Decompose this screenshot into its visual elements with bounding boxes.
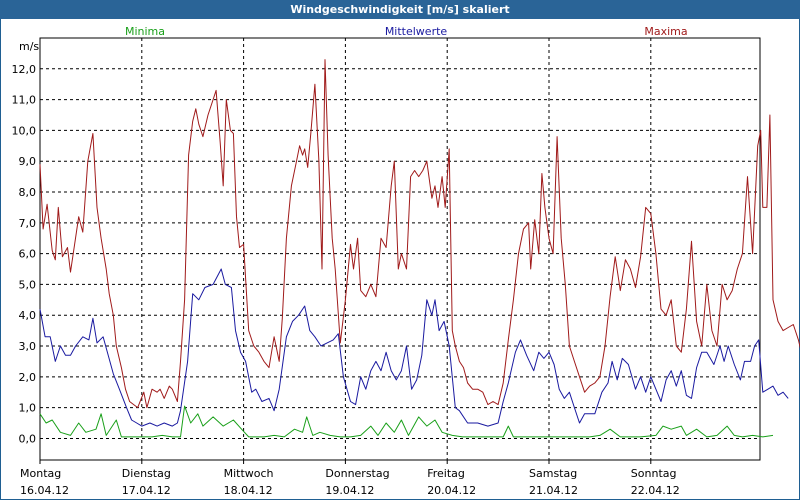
x-tick-day-label: Donnerstag [325,467,389,480]
y-tick-label: 11,0 [12,94,37,107]
x-tick-date-label: 20.04.12 [427,484,476,497]
y-tick-label: 10,0 [12,124,37,137]
x-tick-date-label: 21.04.12 [529,484,578,497]
y-tick-label: 5,0 [19,278,37,291]
y-tick-label: 8,0 [19,186,37,199]
x-tick-day-label: Dienstag [122,467,171,480]
y-tick-label: 0,0 [19,432,37,445]
legend: Minima Mittelwerte Maxima [125,25,688,38]
x-tick-date-label: 18.04.12 [224,484,273,497]
x-axis-tick-labels: Montag 16.04.12 Dienstag 17.04.12 Mittwoch 18… [20,467,680,497]
x-tick-date-label: 19.04.12 [325,484,374,497]
series-line-maxima [39,59,800,409]
x-tick-day-label: Mittwoch [224,467,274,480]
y-tick-label: 7,0 [19,217,37,230]
y-tick-label: 6,0 [19,248,37,261]
x-tick-date-label: 16.04.12 [20,484,69,497]
y-tick-label: 3,0 [19,340,37,353]
plot-area-border [39,37,761,461]
x-tick-day-label: Samstag [529,467,577,480]
series-line-minima [39,405,774,438]
legend-item-minima: Minima [125,25,165,38]
x-tick-day-label: Montag [20,467,61,480]
x-tick-date-label: 17.04.12 [122,484,171,497]
y-tick-label: 9,0 [19,155,37,168]
y-tick-label: 12,0 [12,63,37,76]
x-tick-date-label: 22.04.12 [631,484,680,497]
y-tick-label: 4,0 [19,309,37,322]
y-tick-label: 1,0 [19,402,37,415]
series-line-mittelwerte [39,268,789,427]
series-lines [39,59,800,438]
legend-item-mittelwerte: Mittelwerte [385,25,448,38]
y-tick-label: 2,0 [19,371,37,384]
legend-item-maxima: Maxima [644,25,687,38]
chart-title: Windgeschwindigkeit [m/s] skaliert [0,0,800,19]
horizontal-gridlines [40,68,760,439]
x-tick-day-label: Sonntag [631,467,677,480]
x-tick-day-label: Freitag [427,467,465,480]
y-axis-unit-label: m/s [19,40,39,53]
vertical-gridlines [39,38,652,464]
y-axis-tick-labels: 0,0 1,0 2,0 3,0 4,0 5,0 6,0 7,0 8,0 9,0 10,0 11,0 12… [12,63,37,446]
